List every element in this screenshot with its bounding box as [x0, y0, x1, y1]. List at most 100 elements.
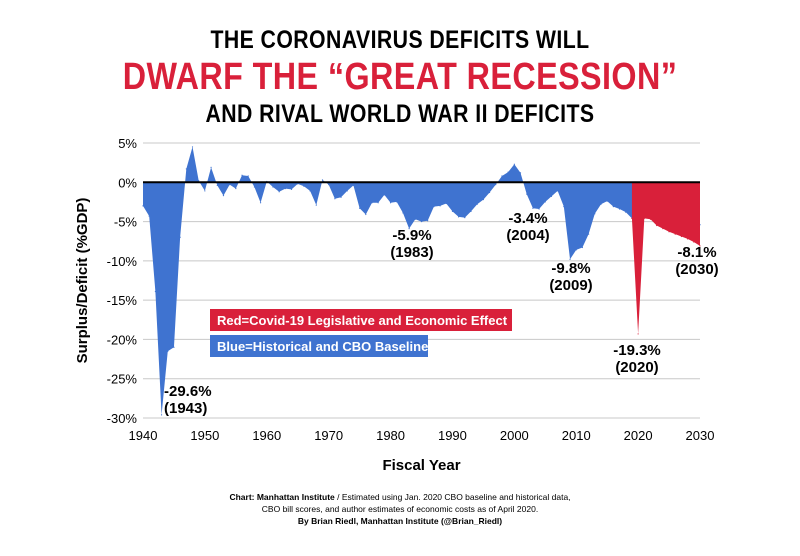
historical-point: [594, 213, 596, 215]
covid-area: [631, 182, 700, 334]
historical-point: [229, 184, 231, 186]
x-tick-label: 1990: [438, 428, 467, 443]
historical-point: [278, 191, 280, 193]
covid-point: [637, 333, 639, 335]
x-tick-label: 1940: [129, 428, 158, 443]
historical-point: [371, 202, 373, 204]
x-tick-label: 2020: [624, 428, 653, 443]
covid-point: [643, 217, 645, 220]
historical-point: [359, 207, 361, 209]
historical-point: [340, 196, 342, 198]
historical-point: [377, 202, 379, 204]
historical-point: [191, 146, 194, 148]
covid-point: [693, 241, 695, 243]
historical-point: [259, 202, 262, 204]
y-tick-label: -10%: [107, 254, 138, 269]
historical-point: [569, 258, 571, 260]
historical-point: [321, 179, 324, 181]
historical-point: [563, 206, 565, 208]
historical-point: [581, 246, 584, 249]
historical-point: [179, 236, 181, 238]
historical-point: [216, 184, 218, 187]
axis-layer: 5% 0% -5% -10% -15% -20% -25% -30% 1940 1950 1960 1…: [74, 136, 714, 474]
annotation-year: (2004): [506, 227, 549, 244]
covid-point: [649, 218, 652, 220]
historical-point: [495, 184, 497, 186]
legend-text: Blue=Historical and CBO Baseline: [217, 339, 428, 354]
y-tick-label: -20%: [107, 332, 138, 347]
historical-point: [618, 208, 621, 210]
annotation-layer: -29.6%(1943)-5.9%(1983)-3.4%(2004)-9.8%(…: [164, 210, 719, 417]
historical-point: [235, 187, 237, 190]
historical-point: [470, 210, 472, 212]
historical-area: [143, 146, 700, 415]
y-tick-label: 5%: [118, 136, 137, 151]
historical-point: [538, 208, 540, 210]
historical-point: [482, 198, 484, 201]
annotation-year: (1983): [390, 244, 433, 261]
legend-box: [210, 335, 428, 357]
historical-point: [414, 218, 416, 220]
footer-line3: By Brian Riedl, Manhattan Institute (@Br…: [297, 516, 503, 526]
covid-point: [687, 238, 689, 240]
covid-point: [631, 217, 633, 220]
y-tick-label: -15%: [107, 293, 138, 308]
historical-point: [427, 220, 429, 222]
historical-point: [464, 217, 466, 219]
covid-point: [699, 245, 701, 247]
annotation-value: -9.8%: [551, 260, 590, 277]
historical-point: [507, 171, 509, 173]
historical-point: [476, 203, 478, 205]
x-tick-label: 1950: [190, 428, 219, 443]
historical-point: [210, 166, 212, 168]
covid-point: [662, 228, 664, 230]
historical-point: [625, 211, 627, 213]
historical-point: [575, 249, 577, 251]
historical-point: [557, 190, 559, 192]
covid-point: [674, 233, 676, 235]
historical-point: [606, 200, 608, 202]
covid-point: [680, 235, 683, 238]
x-tick-label: 1980: [376, 428, 405, 443]
historical-point: [513, 163, 515, 165]
historical-point: [588, 233, 590, 235]
chart-title-line2: DWARF THE “GREAT RECESSION”: [122, 56, 678, 98]
annotation-value: -19.3%: [613, 342, 661, 359]
historical-point: [612, 206, 614, 208]
historical-point: [328, 184, 330, 186]
historical-point: [519, 172, 522, 174]
historical-point: [198, 180, 200, 182]
historical-point: [309, 190, 311, 192]
x-tick-label: 1970: [314, 428, 343, 443]
legend-layer: Red=Covid-19 Legislative and Economic Ef…: [210, 309, 512, 357]
historical-point: [253, 186, 255, 188]
historical-point: [365, 213, 367, 216]
chart-title-line3: AND RIVAL WORLD WAR II DEFICITS: [205, 100, 595, 128]
area-layer: [142, 146, 701, 416]
annotation-value: -8.1%: [677, 244, 716, 261]
historical-point: [433, 206, 435, 208]
historical-point: [451, 210, 454, 212]
y-tick-label: -25%: [107, 372, 138, 387]
footer-line2: CBO bill scores, and author estimates of…: [261, 504, 539, 514]
historical-point: [204, 190, 206, 192]
historical-point: [352, 184, 355, 187]
historical-point: [284, 187, 286, 190]
legend-box: [210, 309, 512, 331]
chart-title-line1: THE CORONAVIRUS DEFICITS WILL: [210, 26, 590, 54]
x-tick-label: 2010: [562, 428, 591, 443]
historical-point: [290, 188, 293, 190]
historical-point: [334, 198, 336, 200]
historical-point: [396, 201, 398, 203]
historical-point: [241, 174, 243, 176]
historical-point: [600, 203, 602, 205]
historical-point: [185, 168, 187, 170]
y-tick-label: 0%: [118, 175, 137, 190]
historical-point: [458, 216, 460, 218]
historical-point: [439, 205, 441, 207]
historical-point: [383, 194, 385, 196]
footer-line1: Chart: Manhattan Institute / Estimated u…: [0, 491, 800, 503]
historical-point: [142, 205, 144, 207]
historical-point: [167, 350, 169, 352]
